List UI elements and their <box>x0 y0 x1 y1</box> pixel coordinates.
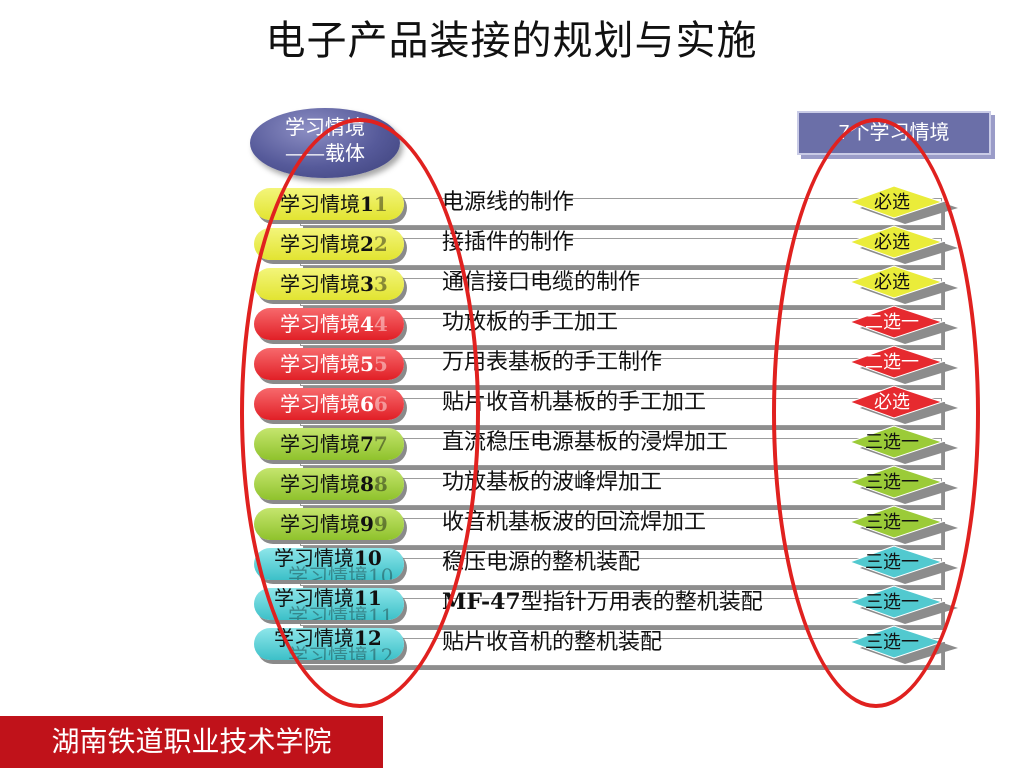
task-title: 贴片收音机基板的手工加工 <box>442 384 706 416</box>
task-title: 直流稳压电源基板的浸焊加工 <box>442 424 728 456</box>
task-model: MF-47 <box>442 589 521 615</box>
task-text: 接插件的制作 <box>442 230 575 255</box>
task-title: 稳压电源的整机装配 <box>442 544 640 576</box>
task-title: 电源线的制作 <box>442 184 574 216</box>
task-text: 贴片收音机基板的手工加工 <box>442 390 707 415</box>
task-text: 电源线的制作 <box>442 190 575 215</box>
task-text: 功放基板的波峰焊加工 <box>442 470 663 495</box>
task-title: 功放基板的波峰焊加工 <box>442 464 662 496</box>
task-text: 型指针万用表的整机装配 <box>520 590 763 615</box>
task-title: 收音机基板波的回流焊加工 <box>442 504 706 536</box>
task-text: 贴片收音机的整机装配 <box>442 630 663 655</box>
page-title: 电子产品装接的规划与实施 <box>265 18 758 64</box>
task-text: 通信接口电缆的制作 <box>442 270 641 295</box>
task-text: 直流稳压电源基板的浸焊加工 <box>442 430 729 455</box>
task-text: 稳压电源的整机装配 <box>442 550 641 575</box>
right-highlight-oval <box>772 118 980 708</box>
task-title: 通信接口电缆的制作 <box>442 264 640 296</box>
task-title: 接插件的制作 <box>442 224 574 256</box>
task-title: MF-47型指针万用表的整机装配 <box>442 584 763 616</box>
task-title: 贴片收音机的整机装配 <box>442 624 662 656</box>
task-text: 收音机基板波的回流焊加工 <box>442 510 707 535</box>
left-highlight-oval <box>240 118 480 708</box>
footer-institution: 湖南铁道职业技术学院 <box>0 716 383 768</box>
